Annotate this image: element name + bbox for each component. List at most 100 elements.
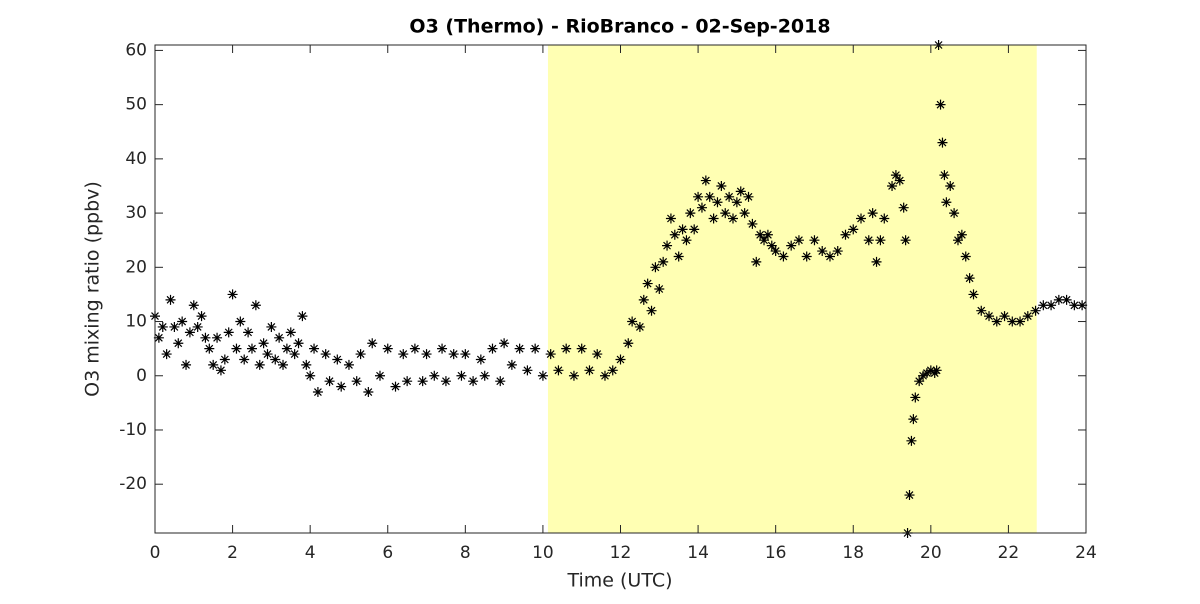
data-point (700, 175, 711, 186)
data-point (642, 278, 653, 289)
data-point (786, 240, 797, 251)
data-point (382, 343, 393, 354)
data-point (1069, 300, 1080, 311)
data-point (320, 349, 331, 360)
data-point (890, 170, 901, 181)
data-point (188, 300, 199, 311)
data-point (506, 359, 517, 370)
data-point (984, 311, 995, 322)
data-point (475, 354, 486, 365)
data-point (173, 338, 184, 349)
data-point (848, 224, 859, 235)
data-point (755, 229, 766, 240)
data-point (999, 311, 1010, 322)
data-point (898, 202, 909, 213)
data-point (906, 435, 917, 446)
data-point (887, 180, 898, 191)
data-point (627, 316, 638, 327)
data-point (584, 365, 595, 376)
data-point (669, 229, 680, 240)
data-point (900, 235, 911, 246)
data-point (747, 218, 758, 229)
data-point (778, 251, 789, 262)
data-point (367, 338, 378, 349)
data-point (460, 349, 471, 360)
data-point (153, 332, 164, 343)
data-point (215, 365, 226, 376)
data-point (530, 343, 541, 354)
data-point (751, 256, 762, 267)
x-tick-label: 12 (610, 543, 632, 563)
data-point (735, 186, 746, 197)
data-point (727, 213, 738, 224)
data-point (495, 376, 506, 387)
data-point (673, 251, 684, 262)
data-point (824, 251, 835, 262)
data-point (918, 370, 929, 381)
data-point (355, 349, 366, 360)
shaded-span (547, 45, 1037, 533)
data-point (254, 359, 265, 370)
data-point (867, 208, 878, 219)
data-point (743, 191, 754, 202)
data-point (720, 208, 731, 219)
data-point (297, 311, 308, 322)
data-point (192, 321, 203, 332)
data-point (762, 229, 773, 240)
data-point (219, 354, 230, 365)
x-tick-label: 18 (842, 543, 864, 563)
data-point (759, 235, 770, 246)
data-point (960, 251, 971, 262)
data-point (716, 180, 727, 191)
x-tick-label: 4 (305, 543, 316, 563)
data-point (689, 224, 700, 235)
data-point (479, 370, 490, 381)
data-point (793, 235, 804, 246)
x-tick-label: 10 (532, 543, 554, 563)
data-point (908, 414, 919, 425)
data-point (945, 180, 956, 191)
data-point (409, 343, 420, 354)
data-point (696, 202, 707, 213)
data-point (991, 316, 1002, 327)
x-tick-label: 0 (150, 543, 161, 563)
data-point (305, 370, 316, 381)
y-tick-label: -20 (119, 474, 147, 494)
data-point (169, 321, 180, 332)
data-point (914, 376, 925, 387)
data-point (766, 240, 777, 251)
data-point (437, 343, 448, 354)
data-point (332, 354, 343, 365)
data-point (402, 376, 413, 387)
data-point (935, 99, 946, 110)
x-tick-label: 8 (460, 543, 471, 563)
data-point (1038, 300, 1049, 311)
x-tick-label: 14 (687, 543, 709, 563)
data-point (801, 251, 812, 262)
data-point (561, 343, 572, 354)
plot-frame (154, 44, 1087, 534)
data-point (931, 365, 942, 376)
data-point (1077, 300, 1088, 311)
data-point (417, 376, 428, 387)
data-point (693, 191, 704, 202)
data-point (212, 332, 223, 343)
data-point (157, 321, 168, 332)
data-point (246, 343, 257, 354)
data-point (1007, 316, 1018, 327)
data-point (956, 229, 967, 240)
y-tick-label: -10 (119, 420, 147, 440)
data-point (1030, 305, 1041, 316)
data-point (809, 235, 820, 246)
x-tick-label: 20 (920, 543, 942, 563)
data-point (925, 365, 936, 376)
data-point (623, 338, 634, 349)
data-point (665, 213, 676, 224)
data-point (1022, 311, 1033, 322)
data-point (904, 490, 915, 501)
data-point (856, 213, 867, 224)
data-point (250, 300, 261, 311)
data-point (343, 359, 354, 370)
data-point (429, 370, 440, 381)
